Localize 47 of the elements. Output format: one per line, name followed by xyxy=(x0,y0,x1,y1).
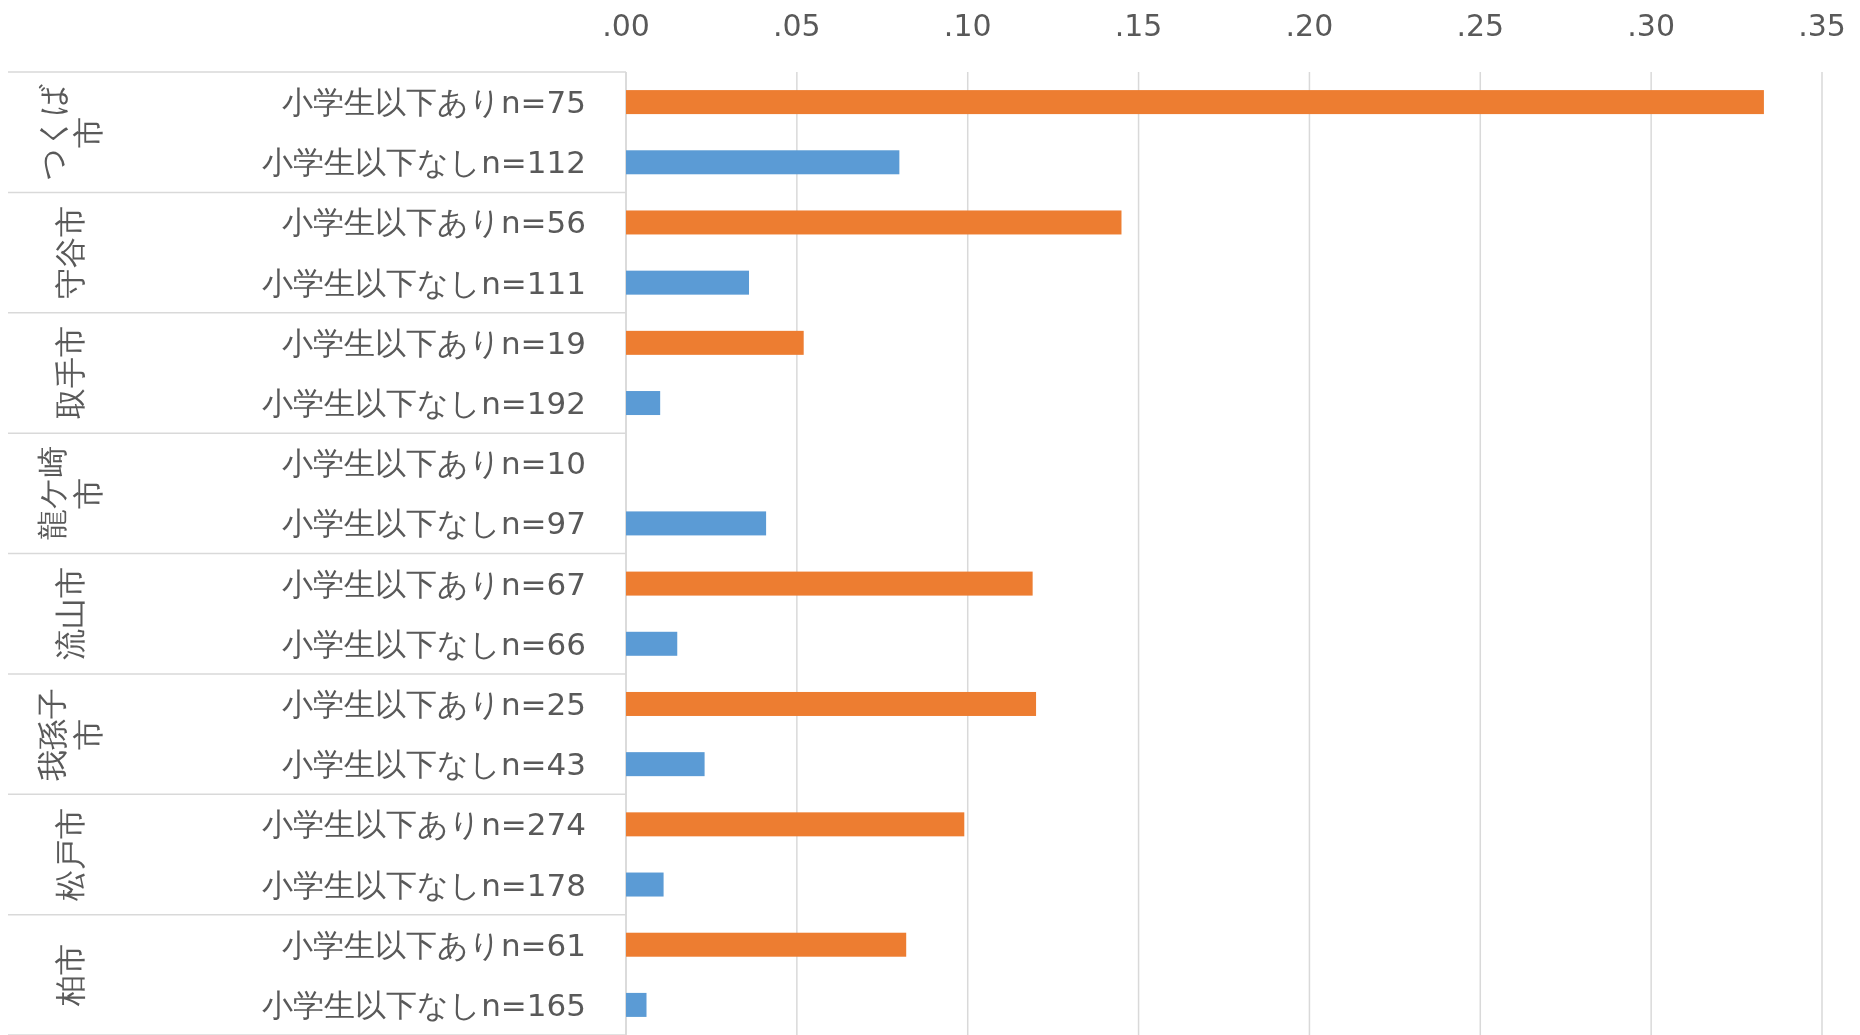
y-tick-label: 小学生以下なしn=97 xyxy=(281,505,586,542)
y-tick-label: 小学生以下なしn=43 xyxy=(281,746,586,783)
y-tick-label: 小学生以下なしn=178 xyxy=(262,866,586,903)
bar xyxy=(626,631,678,656)
bar xyxy=(626,330,804,355)
text: 我孫子市 xyxy=(34,687,106,781)
text: 松戸市 xyxy=(51,807,88,901)
y-tick-label: 小学生以下ありn=61 xyxy=(281,926,586,963)
text: 取手市 xyxy=(51,326,88,420)
x-tick-label: .25 xyxy=(1456,8,1505,43)
y-tick-label: 小学生以下ありn=67 xyxy=(281,565,586,602)
bar xyxy=(626,511,767,536)
bar xyxy=(626,150,900,175)
bar xyxy=(626,391,661,416)
bar xyxy=(626,812,965,837)
text: 流山市 xyxy=(51,567,88,661)
bar xyxy=(626,691,1037,716)
y-tick-label: 小学生以下ありn=75 xyxy=(281,84,586,121)
bar xyxy=(626,571,1033,596)
x-tick-label: .30 xyxy=(1627,8,1675,43)
y-tick-label: 小学生以下ありn=56 xyxy=(281,204,586,241)
bar xyxy=(626,270,750,295)
bar xyxy=(626,992,647,1017)
bar xyxy=(626,932,907,957)
y-tick-label: 小学生以下なしn=112 xyxy=(262,144,586,181)
text: 守谷市 xyxy=(51,206,88,300)
text: つくば市 xyxy=(34,84,106,181)
text: 柏市 xyxy=(51,943,88,1007)
y-tick-label: 小学生以下ありn=19 xyxy=(281,324,586,361)
y-tick-label: 小学生以下なしn=111 xyxy=(262,264,586,301)
bar xyxy=(626,872,664,897)
y-tick-label: 小学生以下なしn=165 xyxy=(262,986,586,1023)
bar xyxy=(626,210,1122,235)
y-tick-label: 小学生以下なしn=66 xyxy=(281,625,586,662)
x-tick-label: .00 xyxy=(602,8,650,43)
x-tick-label: .20 xyxy=(1285,8,1334,43)
y-tick-label: 小学生以下ありn=274 xyxy=(262,806,586,843)
text: 龍ケ崎市 xyxy=(34,446,106,541)
y-tick-label: 小学生以下ありn=10 xyxy=(281,445,586,482)
bar xyxy=(626,752,705,777)
y-tick-label: 小学生以下ありn=25 xyxy=(281,685,586,722)
y-tick-label: 小学生以下なしn=192 xyxy=(262,385,586,422)
x-tick-label: .05 xyxy=(773,8,821,43)
bar xyxy=(626,90,1764,115)
x-tick-label: .10 xyxy=(943,8,992,43)
x-tick-label: .15 xyxy=(1114,8,1163,43)
x-tick-label: .35 xyxy=(1798,8,1846,43)
